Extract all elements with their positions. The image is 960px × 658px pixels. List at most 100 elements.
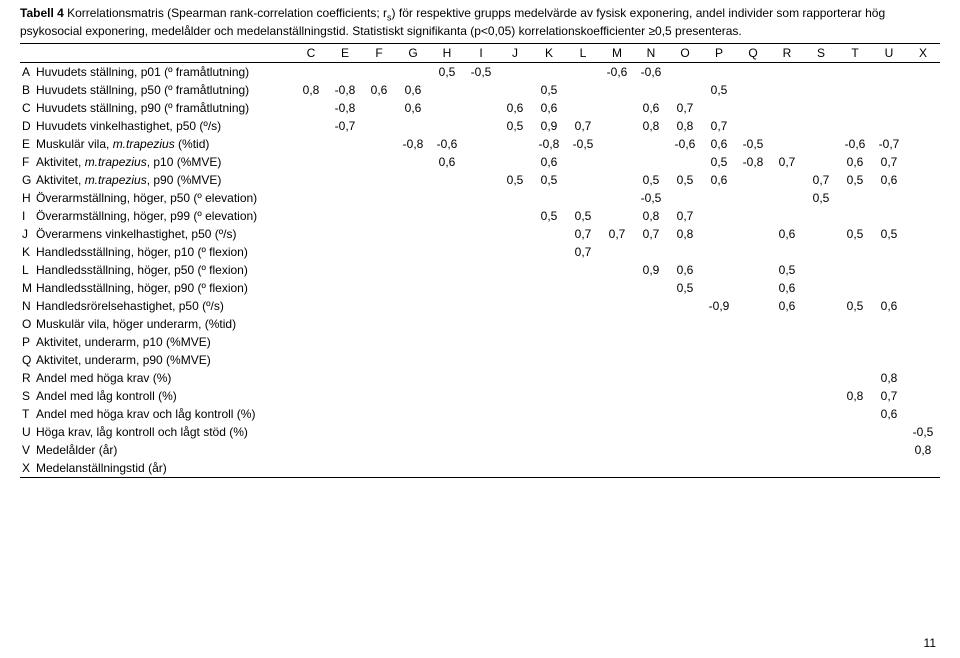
cell bbox=[668, 369, 702, 387]
cell bbox=[804, 225, 838, 243]
cell bbox=[362, 189, 396, 207]
cell bbox=[872, 117, 906, 135]
cell bbox=[804, 315, 838, 333]
cell bbox=[770, 81, 804, 99]
cell bbox=[532, 459, 566, 478]
cell bbox=[328, 351, 362, 369]
cell bbox=[736, 315, 770, 333]
cell bbox=[464, 261, 498, 279]
cell: -0,7 bbox=[872, 135, 906, 153]
row-code: M bbox=[20, 279, 34, 297]
cell bbox=[770, 62, 804, 81]
row-code: U bbox=[20, 423, 34, 441]
cell bbox=[838, 117, 872, 135]
cell bbox=[464, 81, 498, 99]
cell bbox=[294, 117, 328, 135]
cell bbox=[498, 279, 532, 297]
cell bbox=[532, 189, 566, 207]
cell bbox=[702, 261, 736, 279]
cell: 0,5 bbox=[634, 171, 668, 189]
cell bbox=[702, 279, 736, 297]
table-row: UHöga krav, låg kontroll och lågt stöd (… bbox=[20, 423, 940, 441]
cell: 0,5 bbox=[872, 225, 906, 243]
cell bbox=[294, 315, 328, 333]
table-row: JÖverarmens vinkelhastighet, p50 (º/s)0,… bbox=[20, 225, 940, 243]
cell bbox=[362, 99, 396, 117]
row-code: I bbox=[20, 207, 34, 225]
cell bbox=[396, 243, 430, 261]
correlation-table: CEFGHIJKLMNOPQRSTUX AHuvudets ställning,… bbox=[20, 43, 940, 478]
cell: 0,5 bbox=[838, 171, 872, 189]
cell bbox=[294, 405, 328, 423]
row-label: Handledsställning, höger, p50 (º flexion… bbox=[34, 261, 294, 279]
table-row: VMedelålder (år)0,8 bbox=[20, 441, 940, 459]
cell bbox=[736, 279, 770, 297]
cell: -0,8 bbox=[328, 99, 362, 117]
cell bbox=[770, 243, 804, 261]
cell bbox=[532, 297, 566, 315]
cell bbox=[906, 279, 940, 297]
row-label: Aktivitet, m.trapezius, p90 (%MVE) bbox=[34, 171, 294, 189]
cell bbox=[736, 351, 770, 369]
col-header: O bbox=[668, 43, 702, 62]
cell bbox=[906, 315, 940, 333]
cell: -0,5 bbox=[464, 62, 498, 81]
cell: 0,5 bbox=[702, 81, 736, 99]
col-header: K bbox=[532, 43, 566, 62]
cell: 0,5 bbox=[838, 297, 872, 315]
cell bbox=[362, 333, 396, 351]
cell bbox=[430, 81, 464, 99]
cell bbox=[872, 261, 906, 279]
cell bbox=[634, 351, 668, 369]
cell bbox=[770, 117, 804, 135]
cell bbox=[362, 171, 396, 189]
cell bbox=[464, 333, 498, 351]
cell bbox=[634, 297, 668, 315]
cell bbox=[430, 171, 464, 189]
col-header: T bbox=[838, 43, 872, 62]
cell bbox=[702, 99, 736, 117]
cell bbox=[362, 261, 396, 279]
cell: 0,6 bbox=[498, 99, 532, 117]
cell bbox=[362, 243, 396, 261]
row-code: O bbox=[20, 315, 34, 333]
cell bbox=[362, 135, 396, 153]
cell: 0,5 bbox=[838, 225, 872, 243]
col-header: H bbox=[430, 43, 464, 62]
cell bbox=[702, 315, 736, 333]
cell bbox=[430, 405, 464, 423]
cell bbox=[294, 99, 328, 117]
cell bbox=[804, 62, 838, 81]
col-header: P bbox=[702, 43, 736, 62]
cell bbox=[600, 153, 634, 171]
cell bbox=[464, 369, 498, 387]
col-header: N bbox=[634, 43, 668, 62]
cell bbox=[294, 189, 328, 207]
row-code: R bbox=[20, 369, 34, 387]
cell bbox=[736, 297, 770, 315]
cell bbox=[906, 189, 940, 207]
row-label: Andel med höga krav och låg kontroll (%) bbox=[34, 405, 294, 423]
cell bbox=[770, 315, 804, 333]
cell bbox=[566, 423, 600, 441]
cell bbox=[498, 459, 532, 478]
cell: 0,7 bbox=[702, 117, 736, 135]
cell bbox=[464, 117, 498, 135]
cell bbox=[294, 387, 328, 405]
table-row: GAktivitet, m.trapezius, p90 (%MVE)0,50,… bbox=[20, 171, 940, 189]
cell bbox=[464, 441, 498, 459]
cell bbox=[396, 153, 430, 171]
cell bbox=[906, 153, 940, 171]
cell bbox=[770, 459, 804, 478]
cell bbox=[736, 387, 770, 405]
cell bbox=[906, 81, 940, 99]
cell bbox=[328, 297, 362, 315]
cell bbox=[396, 459, 430, 478]
cell bbox=[804, 243, 838, 261]
cell: 0,8 bbox=[294, 81, 328, 99]
cell bbox=[668, 405, 702, 423]
cell bbox=[396, 171, 430, 189]
cell bbox=[872, 315, 906, 333]
cell bbox=[600, 189, 634, 207]
cell bbox=[838, 369, 872, 387]
